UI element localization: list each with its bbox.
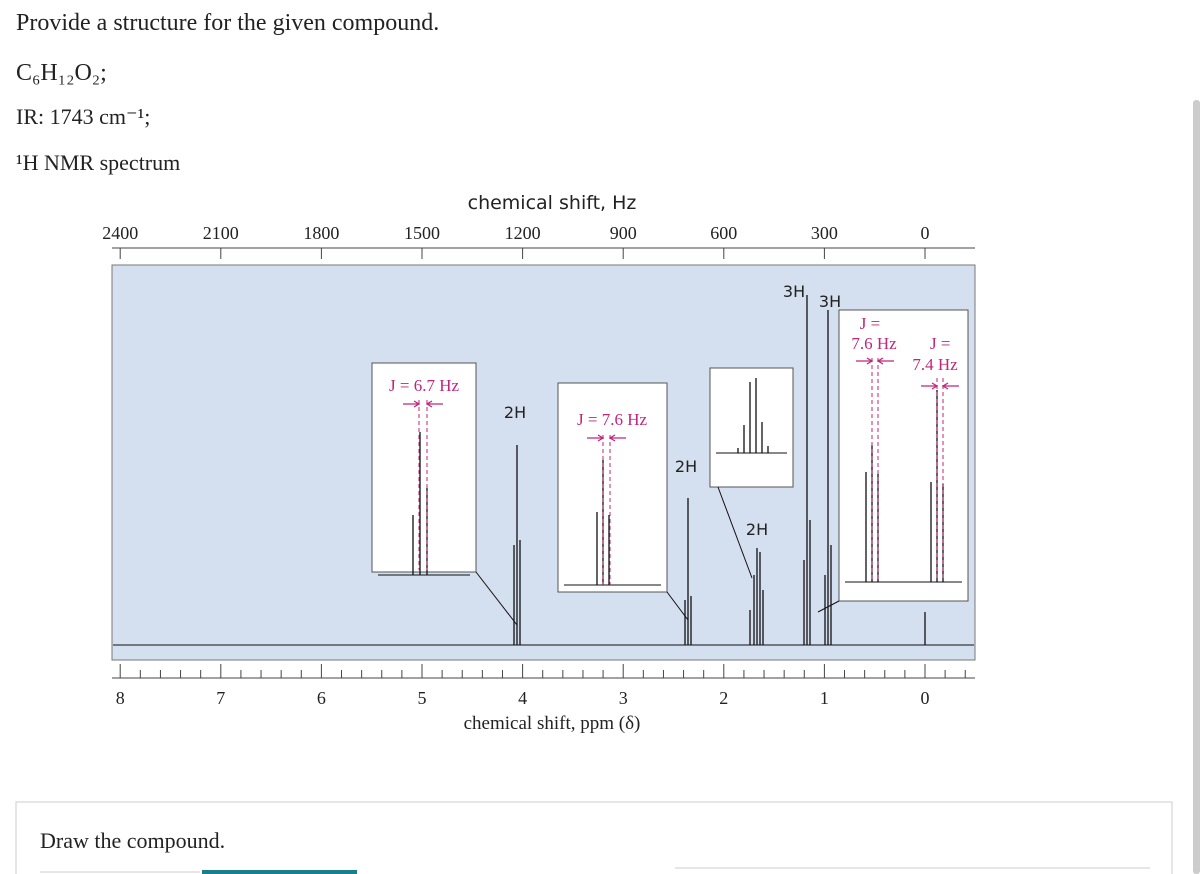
nmr-label: ¹H NMR spectrum <box>16 150 180 175</box>
integration-label: 2H <box>504 403 526 422</box>
formula: C₆H₁₂O₂; <box>16 60 107 86</box>
coupling-arrow <box>425 400 443 408</box>
answer-box <box>15 801 1173 874</box>
bottom-axis-title: chemical shift, ppm (δ) <box>464 713 641 734</box>
bottom-tick-label: 8 <box>116 688 125 708</box>
tab[interactable] <box>202 870 357 874</box>
coupling-arrow <box>941 382 959 390</box>
top-tick-label: 2100 <box>203 223 239 243</box>
coupling-label: J = 7.6 Hz <box>577 410 647 429</box>
coupling-label: J = 6.7 Hz <box>389 376 459 395</box>
top-tick-label: 2400 <box>102 223 138 243</box>
connector <box>717 486 753 579</box>
bottom-tick-label: 1 <box>820 688 829 708</box>
bottom-tick-label: 4 <box>518 688 527 708</box>
inset <box>838 309 969 602</box>
connector <box>475 571 518 626</box>
top-tick-label: 1800 <box>303 223 339 243</box>
bottom-tick-label: 5 <box>418 688 427 708</box>
top-axis-title: chemical shift, Hz <box>468 192 637 214</box>
top-tick-label: 300 <box>811 223 838 243</box>
top-tick-label: 0 <box>921 223 930 243</box>
coupling-label: J = <box>930 334 950 353</box>
bottom-tick-label: 0 <box>921 688 930 708</box>
bottom-tick-label: 6 <box>317 688 326 708</box>
coupling-arrow <box>921 382 939 390</box>
bottom-tick-label: 3 <box>619 688 628 708</box>
coupling-arrow <box>587 434 605 442</box>
coupling-arrow <box>876 357 894 365</box>
integration-label: 3H <box>819 292 841 311</box>
top-tick-label: 1200 <box>505 223 541 243</box>
bottom-tick-label: 7 <box>216 688 225 708</box>
coupling-label: 7.4 Hz <box>912 355 958 374</box>
coupling-label: J = <box>860 314 880 333</box>
coupling-arrow <box>856 357 874 365</box>
inset <box>709 367 794 488</box>
top-tick-label: 600 <box>710 223 737 243</box>
connector <box>817 600 840 613</box>
inset <box>371 362 477 573</box>
coupling-arrow <box>403 400 421 408</box>
integration-label: 2H <box>675 457 697 476</box>
integration-label: 2H <box>746 520 768 539</box>
peaks <box>113 295 974 646</box>
bottom-tick-label: 2 <box>719 688 728 708</box>
instruction: Draw the compound. <box>40 828 225 853</box>
integration-label: 3H <box>783 282 805 301</box>
connector <box>666 591 689 621</box>
inset <box>557 382 668 593</box>
scrollbar[interactable] <box>1193 100 1200 874</box>
top-tick-label: 900 <box>610 223 637 243</box>
prompt: Provide a structure for the given compou… <box>16 10 439 36</box>
coupling-label: 7.6 Hz <box>851 334 897 353</box>
ir-data: IR: 1743 cm⁻¹; <box>16 104 150 129</box>
coupling-arrow <box>608 434 626 442</box>
top-tick-label: 1500 <box>404 223 440 243</box>
